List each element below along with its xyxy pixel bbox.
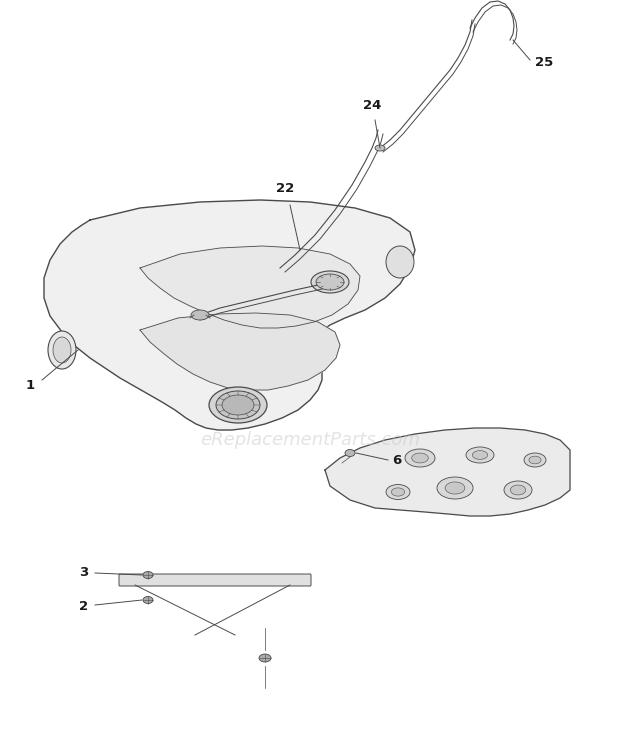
Ellipse shape xyxy=(445,482,465,494)
Ellipse shape xyxy=(48,331,76,369)
Ellipse shape xyxy=(316,274,344,290)
Ellipse shape xyxy=(386,246,414,278)
Ellipse shape xyxy=(529,456,541,464)
Ellipse shape xyxy=(143,572,153,578)
Ellipse shape xyxy=(222,395,254,415)
Ellipse shape xyxy=(405,449,435,467)
Text: 25: 25 xyxy=(535,56,553,68)
Text: 3: 3 xyxy=(79,567,88,579)
Ellipse shape xyxy=(375,145,385,151)
Ellipse shape xyxy=(504,481,532,499)
Ellipse shape xyxy=(53,337,71,363)
Ellipse shape xyxy=(472,451,488,459)
FancyBboxPatch shape xyxy=(119,574,311,586)
Ellipse shape xyxy=(386,484,410,500)
Polygon shape xyxy=(140,313,340,390)
Ellipse shape xyxy=(216,391,260,419)
Ellipse shape xyxy=(191,310,209,320)
Ellipse shape xyxy=(259,654,271,662)
Polygon shape xyxy=(140,246,360,328)
Ellipse shape xyxy=(510,485,526,495)
Ellipse shape xyxy=(437,477,473,499)
Text: 24: 24 xyxy=(363,99,381,112)
Text: 22: 22 xyxy=(276,182,294,195)
Ellipse shape xyxy=(311,271,349,293)
Text: 1: 1 xyxy=(26,379,35,392)
Text: eReplacementParts.com: eReplacementParts.com xyxy=(200,431,420,449)
Ellipse shape xyxy=(143,597,153,603)
Ellipse shape xyxy=(209,387,267,423)
Text: 2: 2 xyxy=(79,600,88,614)
Ellipse shape xyxy=(345,450,355,456)
Text: 6: 6 xyxy=(392,453,401,467)
Ellipse shape xyxy=(524,453,546,467)
Polygon shape xyxy=(44,200,415,430)
Ellipse shape xyxy=(412,453,428,463)
Ellipse shape xyxy=(466,447,494,463)
Polygon shape xyxy=(325,428,570,516)
Ellipse shape xyxy=(391,488,405,496)
